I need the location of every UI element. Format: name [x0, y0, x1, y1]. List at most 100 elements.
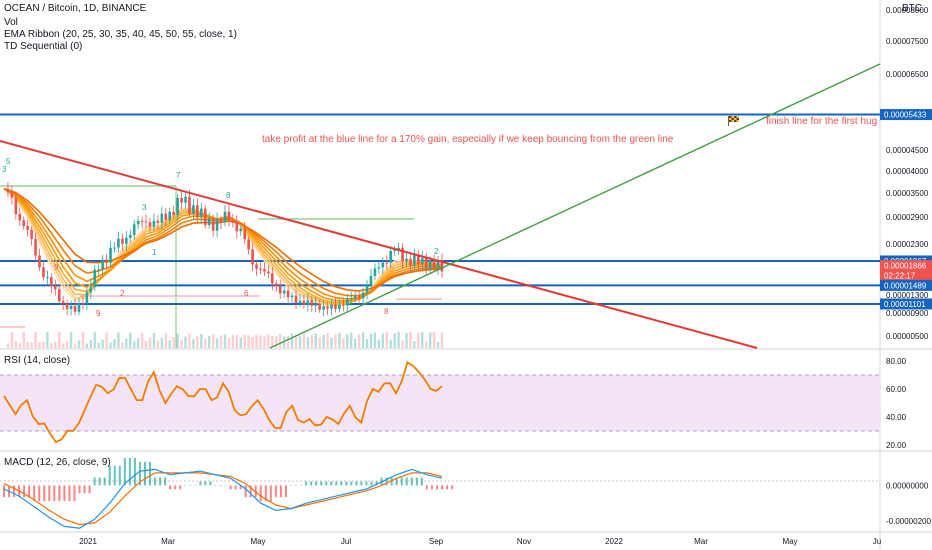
macd-histogram-bar: [128, 457, 131, 486]
volume-bar: [365, 339, 369, 348]
candle-body: [160, 213, 164, 223]
candle-body: [128, 234, 132, 238]
macd-histogram-bar: [360, 481, 363, 486]
legend-td-sequential[interactable]: TD Sequential (0): [4, 41, 83, 52]
price-label-text: 0.00001101: [884, 300, 926, 309]
candle-body: [377, 267, 381, 269]
finish-line-annotation[interactable]: finish line for the first hug: [766, 116, 878, 127]
candle-body: [132, 224, 136, 235]
volume-bar: [125, 338, 128, 348]
candle-body: [369, 275, 373, 286]
candle-body: [10, 192, 14, 198]
volume-bar: [417, 332, 420, 348]
macd-histogram-bar: [355, 481, 358, 486]
candle-body: [219, 219, 223, 223]
price-label-box: [880, 279, 932, 291]
volume-bar: [389, 340, 392, 348]
macd-histogram-bar: [325, 481, 328, 486]
macd-histogram-bar: [229, 485, 232, 490]
td-count-label: 1: [152, 248, 157, 257]
macd-signal-line: [3, 472, 443, 526]
macd-histogram-bar: [390, 477, 393, 486]
td-count-label: 6: [244, 289, 249, 298]
macd-histogram-bar: [375, 481, 378, 486]
candle-body: [409, 258, 412, 266]
volume-bar: [251, 337, 254, 348]
price-label-box: [880, 260, 932, 283]
trend-lines[interactable]: [0, 63, 881, 349]
price-tick-label: 0.00003500: [886, 189, 929, 198]
price-tick-label: 0.00002300: [886, 240, 929, 249]
rsi-tick-label: 40.00: [886, 413, 907, 422]
candle-body: [278, 286, 282, 294]
candle-body: [361, 292, 365, 299]
volume-bar: [30, 342, 33, 348]
candle-body: [38, 255, 41, 268]
time-tick-label: Sep: [429, 537, 444, 546]
macd-histogram-bar: [13, 485, 16, 498]
legend-ema-ribbon[interactable]: EMA Ribbon (20, 25, 30, 35, 40, 45, 50, …: [4, 29, 237, 40]
candle-body: [136, 221, 140, 225]
macd-histogram-bar: [279, 485, 282, 498]
volume-bar: [42, 342, 45, 348]
volume-bar: [314, 333, 317, 348]
candle-body: [349, 298, 353, 300]
volume-bar: [294, 336, 298, 348]
macd-histogram-bar: [78, 485, 81, 494]
macd-tick-label: 0.00000000: [886, 481, 929, 490]
ema-ribbon: [3, 187, 443, 307]
candle-body: [97, 269, 101, 271]
macd-histogram-bar: [441, 485, 443, 490]
volume-bar: [113, 339, 116, 348]
volume-bars: [6, 332, 444, 348]
candle-body: [401, 247, 404, 262]
volume-bar: [97, 343, 100, 348]
volume-bar: [58, 332, 61, 348]
time-tick-label: May: [250, 537, 265, 546]
volume-bar: [318, 337, 321, 348]
price-tick-label: 0.00002900: [886, 213, 929, 222]
volume-bar: [298, 335, 302, 348]
candle-body: [144, 221, 148, 223]
candle-body: [440, 260, 444, 272]
macd-histogram-bar: [420, 477, 423, 486]
macd-histogram-bar: [320, 481, 323, 486]
volume-bar: [377, 339, 381, 348]
macd-histogram-bar: [189, 485, 192, 486]
macd-histogram-bar: [83, 485, 86, 494]
candle-body: [211, 218, 215, 231]
macd-histogram-bar: [138, 461, 141, 486]
rsi-legend[interactable]: RSI (14, close): [4, 355, 71, 366]
legend-volume[interactable]: Vol: [4, 17, 18, 28]
macd-histogram-bar: [239, 485, 242, 490]
candle-body: [164, 213, 168, 221]
price-tick-label: 0.00007500: [886, 37, 929, 46]
volume-bar: [373, 332, 377, 348]
volume-bar: [148, 337, 152, 348]
candle-body: [373, 268, 377, 276]
volume-bar: [334, 334, 337, 348]
volume-bar: [342, 338, 345, 348]
volume-bar: [77, 340, 81, 348]
volume-bar: [192, 339, 195, 348]
profit-annotation[interactable]: take profit at the blue line for a 170% …: [262, 134, 674, 145]
candle-body: [353, 295, 357, 299]
macd-histogram-bar: [43, 485, 46, 502]
volume-bar: [353, 338, 357, 348]
candle-body: [101, 259, 104, 270]
macd-series: [3, 457, 454, 529]
macd-legend[interactable]: MACD (12, 26, close, 9): [4, 457, 111, 468]
macd-histogram-bar: [68, 485, 71, 502]
macd-line: [3, 468, 443, 529]
candle-body: [271, 273, 274, 284]
candle-body: [152, 220, 156, 227]
volume-bar: [401, 340, 404, 348]
macd-histogram-bar: [410, 477, 413, 486]
price-pane: [0, 0, 880, 348]
macd-histogram-bar: [48, 485, 51, 502]
macd-histogram-bar: [149, 461, 151, 486]
td-count-label: 7: [176, 171, 181, 180]
candle-body: [381, 262, 385, 268]
volume-bar: [425, 341, 428, 348]
